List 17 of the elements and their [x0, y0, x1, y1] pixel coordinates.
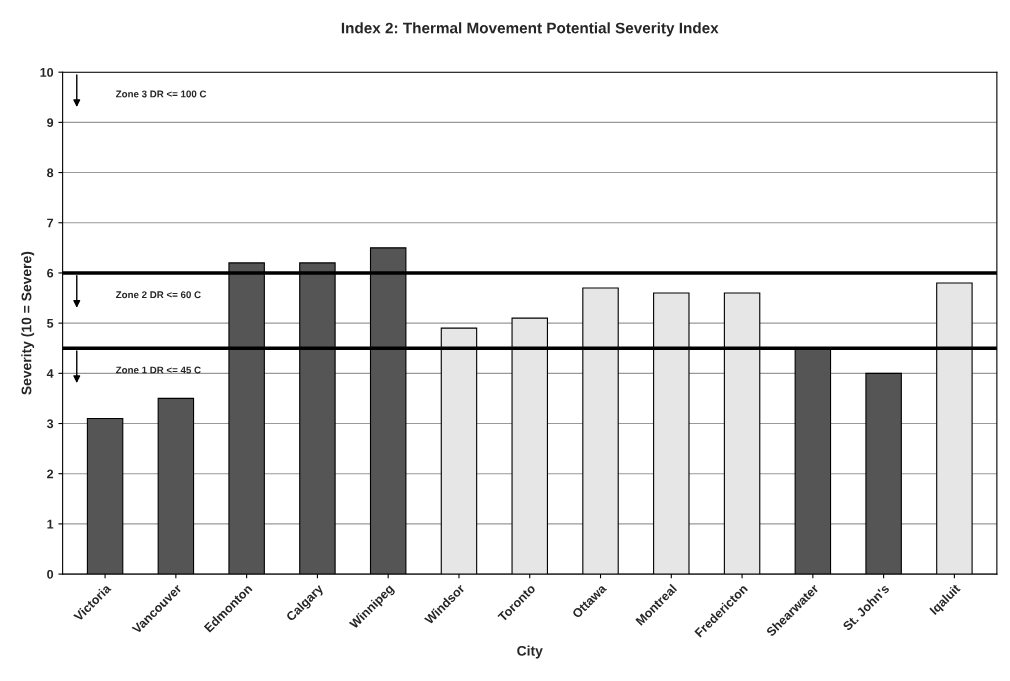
y-tick-label: 2 [47, 469, 54, 479]
annotation: Zone 1 DR <= 45 C [115, 366, 201, 374]
y-axis-title: Severity (10 = Severe) [21, 251, 35, 395]
chart-title: Index 2: Thermal Movement Potential Severity Index [341, 22, 719, 37]
y-tick-label: 0 [47, 569, 54, 579]
y-tick-label: 5 [47, 319, 54, 328]
y-tick-label: 6 [47, 268, 54, 278]
y-tick-label: 1 [47, 519, 54, 529]
x-axis-title: City [517, 645, 543, 659]
y-tick-label: 10 [40, 67, 54, 77]
y-tick-label: 4 [46, 369, 54, 378]
annotation: Zone 3 DR <= 100 C [115, 90, 207, 98]
y-tick-label: 7 [47, 218, 54, 228]
y-tick-label: 8 [47, 168, 54, 178]
annotation: Zone 2 DR <= 60 C [115, 291, 201, 299]
y-tick-label: 3 [46, 419, 54, 429]
y-tick-label: 9 [47, 118, 54, 128]
